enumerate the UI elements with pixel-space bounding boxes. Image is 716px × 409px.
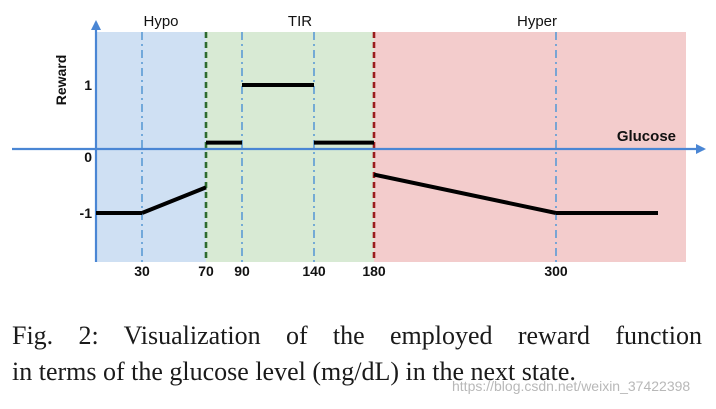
region-hyper bbox=[374, 32, 686, 262]
x-axis-label: Glucose bbox=[617, 128, 676, 145]
region-label-hyper: Hyper bbox=[517, 13, 557, 30]
x-tick-label-300: 300 bbox=[544, 263, 568, 279]
region-tir bbox=[206, 32, 374, 262]
watermark-text: https://blog.csdn.net/weixin_37422398 bbox=[452, 378, 691, 394]
region-hypo bbox=[96, 32, 206, 262]
y-tick-label-0: 0 bbox=[84, 149, 92, 165]
x-tick-label-180: 180 bbox=[362, 263, 386, 279]
reward-chart: Hypo TIR Hyper 30 70 90 140 180 300 1 0 -1 Glucose Re… bbox=[12, 13, 706, 279]
segment-hyper-ramp bbox=[373, 172, 557, 215]
caption-line-1: Fig. 2: Visualization of the employed re… bbox=[12, 321, 702, 350]
segment-hypo-ramp bbox=[141, 185, 207, 215]
x-tick-label-140: 140 bbox=[302, 263, 326, 279]
y-axis-label: Reward bbox=[53, 55, 69, 106]
caption-line-2: in terms of the glucose level (mg/dL) in… bbox=[12, 357, 576, 386]
x-tick-label-70: 70 bbox=[198, 263, 214, 279]
x-tick-label-90: 90 bbox=[234, 263, 250, 279]
x-tick-label-30: 30 bbox=[134, 263, 150, 279]
y-tick-label-1: 1 bbox=[84, 77, 92, 93]
figure-caption: Fig. 2: Visualization of the employed re… bbox=[12, 318, 702, 390]
region-label-hypo: Hypo bbox=[143, 13, 178, 30]
region-label-tir: TIR bbox=[288, 13, 312, 30]
y-tick-label--1: -1 bbox=[80, 205, 93, 221]
